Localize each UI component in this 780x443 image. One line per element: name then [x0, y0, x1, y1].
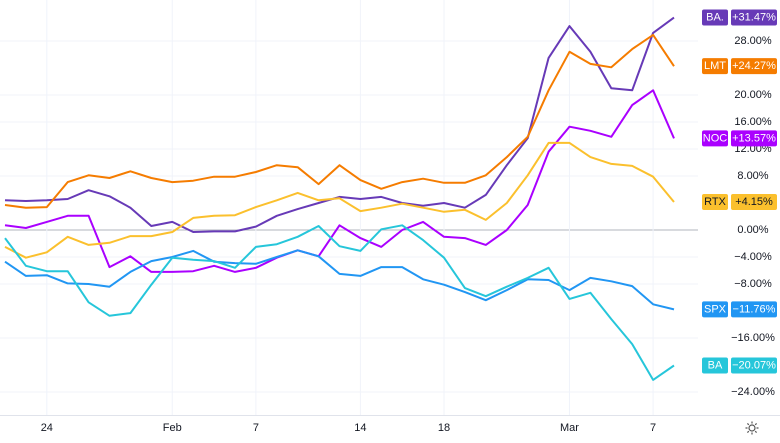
series-line: [4, 89, 675, 273]
legend-label: BA: [708, 359, 723, 371]
legend-badge: [702, 193, 728, 210]
value-badge: [731, 130, 777, 147]
x-tick-label: 7: [253, 422, 259, 434]
legend-label: LMT: [704, 60, 726, 72]
legend-badge: [702, 301, 728, 318]
labels: 28.00%20.00%16.00%12.00%8.00%0.00%−4.00%…: [41, 9, 777, 434]
y-tick-label: 8.00%: [737, 170, 768, 182]
y-tick-label: −24.00%: [731, 386, 775, 398]
x-tick-label: 14: [354, 422, 366, 434]
series-line: [4, 33, 675, 209]
legend-label: SPX: [704, 303, 727, 315]
value-label: +31.47%: [732, 11, 776, 23]
x-tick-label: Mar: [560, 422, 579, 434]
lines: [4, 16, 675, 381]
legend-label: RTX: [704, 196, 726, 208]
series-line: [4, 16, 675, 233]
value-badge: [731, 301, 777, 318]
y-tick-label: −16.00%: [731, 332, 775, 344]
settings-icon[interactable]: [745, 421, 759, 435]
value-label: +4.15%: [735, 196, 773, 208]
legend-badge: [702, 130, 728, 147]
y-tick-label: 16.00%: [734, 116, 772, 128]
legend-badge: [702, 58, 728, 75]
legend-badge: [702, 9, 728, 26]
x-tick-label: 18: [438, 422, 450, 434]
series-line: [4, 224, 675, 381]
value-badge: [731, 58, 777, 75]
value-badge: [731, 9, 777, 26]
legend-badge: [702, 357, 728, 374]
value-badge: [731, 357, 777, 374]
series-line: [4, 141, 675, 259]
x-tick-label: 24: [41, 422, 53, 434]
y-tick-label: 0.00%: [737, 224, 768, 236]
y-tick-label: 28.00%: [734, 35, 772, 47]
y-tick-label: 20.00%: [734, 89, 772, 101]
x-tick-label: Feb: [163, 422, 182, 434]
y-tick-label: −4.00%: [734, 251, 772, 263]
y-tick-label: −8.00%: [734, 278, 772, 290]
value-badge: [731, 193, 777, 210]
series-line: [4, 249, 675, 311]
legend-label: BA.: [706, 11, 724, 23]
x-tick-label: 7: [650, 422, 656, 434]
legend-label: NOC: [703, 132, 728, 144]
value-label: −20.07%: [732, 359, 776, 371]
value-label: +24.27%: [732, 60, 776, 72]
value-label: −11.76%: [733, 303, 776, 315]
value-label: +13.57%: [732, 132, 776, 144]
